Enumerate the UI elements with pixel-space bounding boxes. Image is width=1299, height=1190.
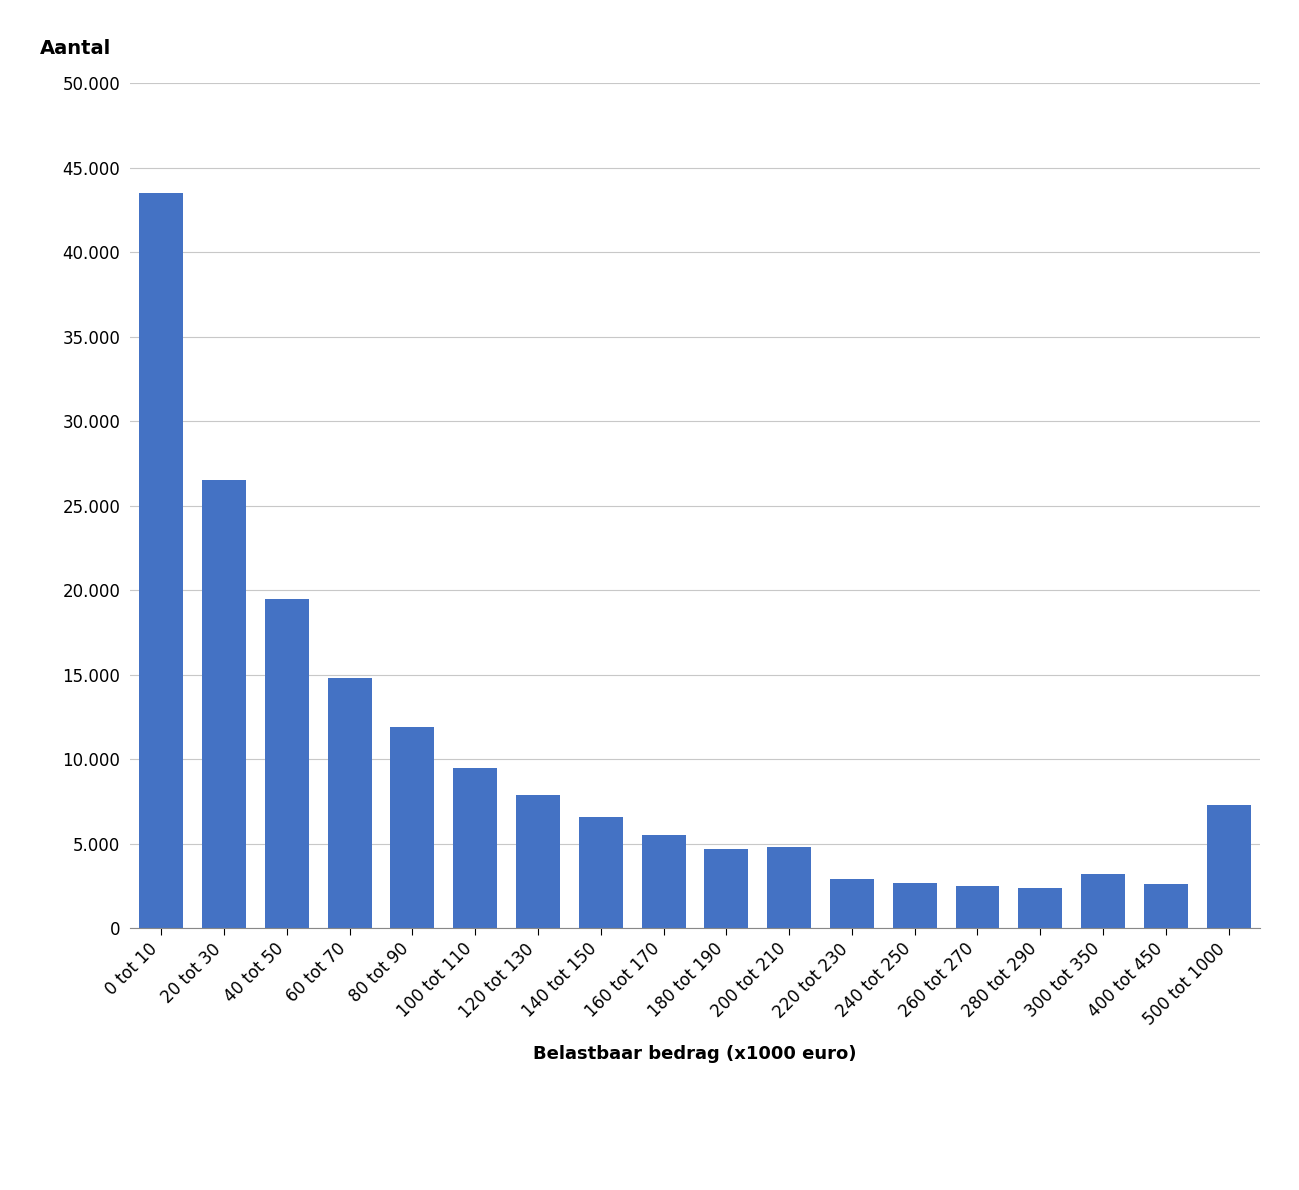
Bar xyxy=(1144,884,1187,928)
Bar xyxy=(1018,888,1063,928)
Bar xyxy=(642,835,686,928)
Text: Aantal: Aantal xyxy=(39,39,110,58)
Bar xyxy=(830,879,874,928)
Bar xyxy=(704,848,748,928)
Bar xyxy=(139,193,183,928)
Bar xyxy=(453,768,498,928)
Bar xyxy=(391,727,434,928)
Bar xyxy=(1207,804,1251,928)
Bar xyxy=(265,599,309,928)
Bar xyxy=(1081,875,1125,928)
Bar xyxy=(516,795,560,928)
X-axis label: Belastbaar bedrag (x1000 euro): Belastbaar bedrag (x1000 euro) xyxy=(533,1045,857,1063)
Bar xyxy=(327,678,372,928)
Bar xyxy=(579,816,622,928)
Bar xyxy=(956,885,999,928)
Bar xyxy=(768,847,811,928)
Bar xyxy=(203,481,246,928)
Bar xyxy=(892,883,937,928)
